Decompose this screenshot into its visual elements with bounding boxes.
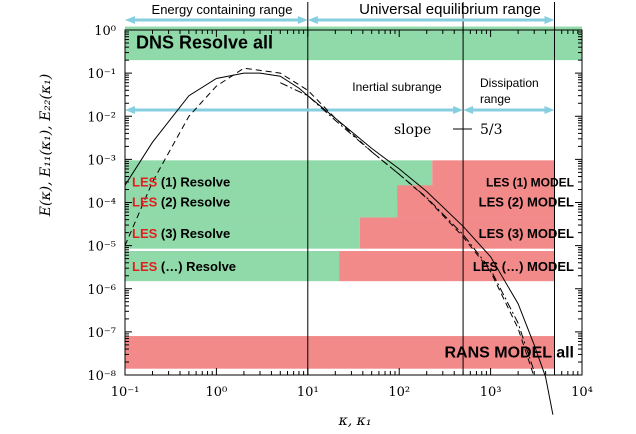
x-tick-label: 10⁴ <box>571 385 593 400</box>
les-prefix: LES <box>132 194 158 209</box>
range-label: Inertial subrange <box>352 80 442 94</box>
labels: DNS Resolve all LES (1) Resolve LES (1) MO… <box>132 1 574 361</box>
y-tick-label: 10⁻⁵ <box>87 240 116 255</box>
x-tick-label: 10² <box>388 385 410 400</box>
y-tick-label: 10⁻³ <box>87 153 116 168</box>
range-label: Universal equilibrium range <box>359 1 541 18</box>
y-tick-label: 10⁰ <box>94 24 116 39</box>
resolve-label: LES (1) Resolve <box>132 174 230 189</box>
model-label: LES (1) MODEL <box>486 175 574 189</box>
resolve-band <box>125 217 360 249</box>
resolve-label: LES (3) Resolve <box>132 226 230 241</box>
range-label-line2: range <box>480 92 511 106</box>
x-tick-label: 10⁻¹ <box>111 385 140 400</box>
model-band <box>359 217 555 249</box>
range-arrows <box>125 16 555 114</box>
model-label: LES (2) MODEL <box>479 194 574 209</box>
model-label: RANS MODEL all <box>445 344 575 361</box>
arrow-head-left <box>463 106 474 114</box>
range-divider-lines <box>307 2 555 375</box>
arrow-head-right <box>453 106 464 114</box>
axes: 10⁻¹ 10⁰ 10¹ 10² 10³ 10⁴ 10⁰ 10⁻¹ 10⁻² 10⁻³ 10⁻⁴ 10… <box>38 24 593 429</box>
x-tick-label: 10⁰ <box>206 385 228 400</box>
model-band <box>339 251 555 282</box>
model-bands <box>125 26 582 369</box>
resolve-label: LES (2) Resolve <box>132 194 230 209</box>
les-prefix: LES <box>132 226 158 241</box>
les-prefix: LES <box>132 259 158 274</box>
model-label: LES (3) MODEL <box>479 226 574 241</box>
resolve-band <box>125 185 398 218</box>
les-prefix: LES <box>132 174 158 189</box>
x-tick-label: 10³ <box>480 385 502 400</box>
resolve-band <box>125 251 340 282</box>
arrow-head-left <box>307 16 318 24</box>
range-label: Dissipation <box>480 76 539 90</box>
resolve-text: (1) Resolve <box>157 174 230 189</box>
model-label: LES (…) MODEL <box>473 259 574 274</box>
resolve-text: (…) Resolve <box>157 259 236 274</box>
y-tick-label: 10⁻⁶ <box>87 283 116 298</box>
arrow-head-left <box>125 16 135 24</box>
resolve-label: DNS Resolve all <box>136 32 273 52</box>
y-tick-label: 10⁻² <box>87 110 116 125</box>
y-tick-label: 10⁻⁷ <box>87 326 116 341</box>
arrow-head-left <box>125 106 135 114</box>
spectrum-curve-dashed <box>124 67 535 378</box>
model-band <box>125 336 555 369</box>
range-label: Energy containing range <box>152 2 293 17</box>
y-tick-label: 10⁻¹ <box>87 67 116 82</box>
slope-prefix: slope <box>394 122 431 138</box>
spectrum-curve-dashdot <box>280 82 535 372</box>
y-tick-label: 10⁻⁸ <box>87 369 116 384</box>
resolve-band <box>125 26 582 61</box>
resolve-label: LES (…) Resolve <box>132 259 236 274</box>
resolve-text: (3) Resolve <box>157 226 230 241</box>
spectrum-curves <box>124 67 554 415</box>
slope-value: 5/3 <box>480 122 503 138</box>
model-band <box>397 185 555 218</box>
resolve-text: (2) Resolve <box>157 194 230 209</box>
arrow-head-right <box>544 106 555 114</box>
resolve-text: DNS Resolve all <box>136 32 273 52</box>
y-tick-label: 10⁻⁴ <box>87 197 116 212</box>
arrow-head-right <box>544 16 555 24</box>
arrow-head-right <box>297 16 308 24</box>
y-axis-label: E(κ), E₁₁(κ₁), E₂₂(κ₁) <box>38 74 54 217</box>
spectrum-curve-solid <box>124 72 554 415</box>
x-tick-label: 10¹ <box>297 385 319 400</box>
x-axis-label: κ, κ₁ <box>338 413 372 429</box>
